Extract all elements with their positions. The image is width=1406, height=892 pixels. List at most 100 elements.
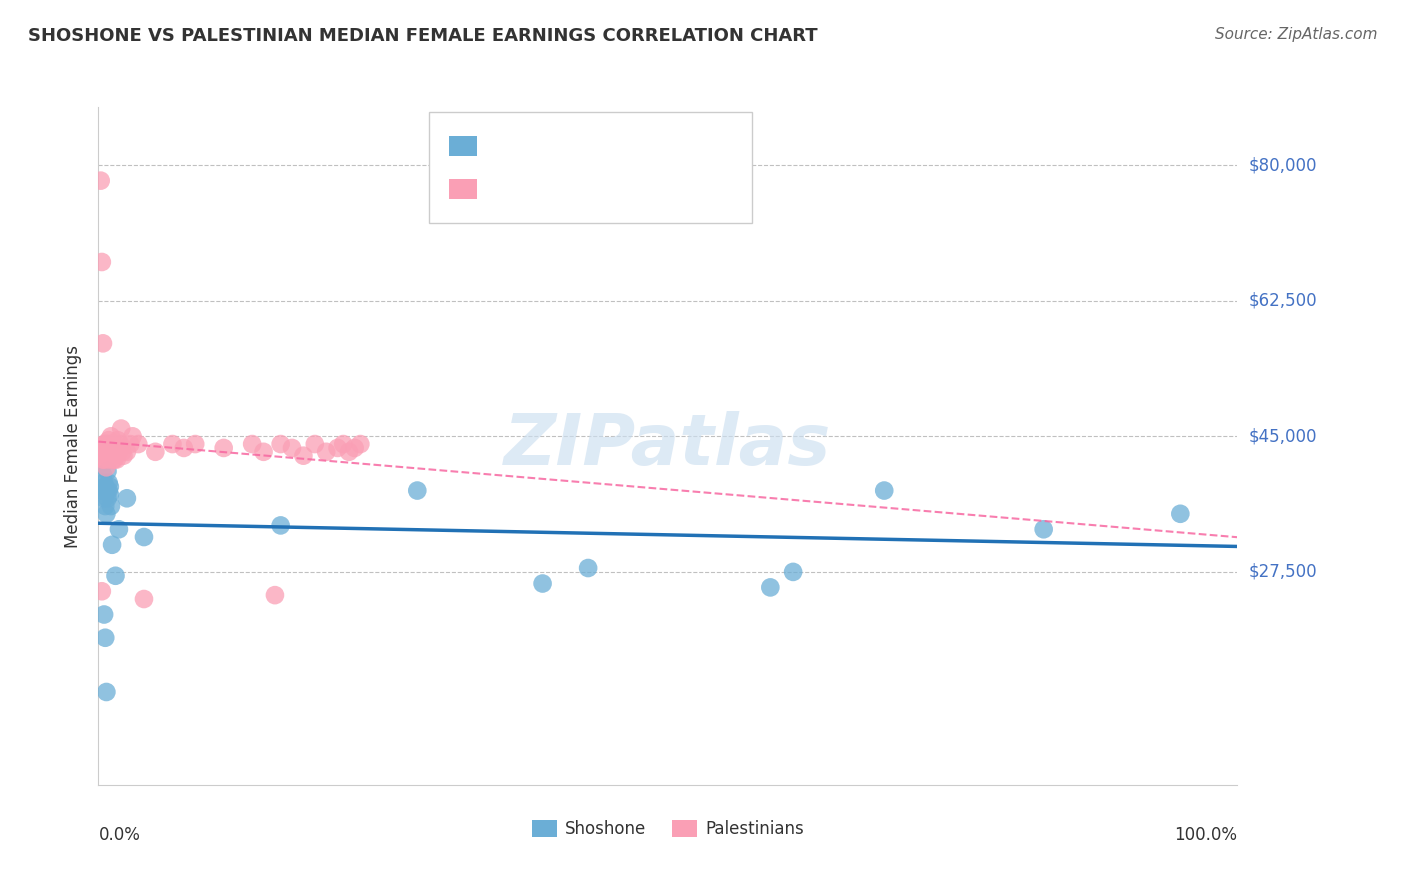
Point xyxy=(108,437,131,451)
Text: Source: ZipAtlas.com: Source: ZipAtlas.com xyxy=(1215,27,1378,42)
Point xyxy=(97,433,120,447)
Text: N =: N = xyxy=(569,136,606,153)
Point xyxy=(98,449,121,463)
Point xyxy=(145,445,167,459)
Point xyxy=(101,538,124,552)
Point xyxy=(115,445,138,459)
Text: N =: N = xyxy=(569,178,606,196)
Point xyxy=(337,445,360,459)
Point xyxy=(90,441,112,455)
Point xyxy=(100,499,122,513)
Point xyxy=(100,445,122,459)
Point xyxy=(96,445,118,459)
Point xyxy=(98,487,121,501)
Point xyxy=(93,607,115,622)
Point xyxy=(103,441,125,455)
Point xyxy=(873,483,896,498)
Point xyxy=(326,441,349,455)
Point xyxy=(90,584,112,599)
Y-axis label: Median Female Earnings: Median Female Earnings xyxy=(65,344,83,548)
Point xyxy=(782,565,804,579)
Text: 0.0%: 0.0% xyxy=(98,826,141,844)
Point xyxy=(1032,522,1054,536)
Point xyxy=(93,475,115,490)
Point xyxy=(91,452,114,467)
Point xyxy=(121,429,143,443)
Point xyxy=(93,452,115,467)
Point xyxy=(96,460,118,475)
Text: SHOSHONE VS PALESTINIAN MEDIAN FEMALE EARNINGS CORRELATION CHART: SHOSHONE VS PALESTINIAN MEDIAN FEMALE EA… xyxy=(28,27,818,45)
Point xyxy=(132,530,155,544)
Point xyxy=(212,441,235,455)
Point xyxy=(101,437,124,451)
Point xyxy=(104,568,127,582)
Text: R =: R = xyxy=(481,178,517,196)
Point xyxy=(132,592,155,607)
Point xyxy=(108,522,131,536)
Point xyxy=(108,445,131,459)
Point xyxy=(103,437,125,451)
Point xyxy=(406,483,429,498)
Point xyxy=(576,561,599,575)
Point xyxy=(94,480,117,494)
Point xyxy=(281,441,304,455)
Point xyxy=(96,491,118,506)
Legend: Shoshone, Palestinians: Shoshone, Palestinians xyxy=(526,813,810,845)
Point xyxy=(90,255,112,269)
Point xyxy=(531,576,554,591)
Text: -0.097: -0.097 xyxy=(513,178,572,196)
Point xyxy=(96,437,118,451)
Text: R =: R = xyxy=(481,136,517,153)
Point xyxy=(173,441,195,455)
Point xyxy=(1170,507,1192,521)
Point xyxy=(97,475,120,490)
Point xyxy=(270,518,292,533)
Text: 64: 64 xyxy=(600,178,623,196)
Text: -0.030: -0.030 xyxy=(513,136,572,153)
Text: 100.0%: 100.0% xyxy=(1174,826,1237,844)
Point xyxy=(105,441,128,455)
Point xyxy=(105,452,128,467)
Point xyxy=(184,437,207,451)
Point xyxy=(94,437,117,451)
Text: $62,500: $62,500 xyxy=(1249,292,1317,310)
Point xyxy=(98,437,121,451)
Point xyxy=(98,441,121,455)
Point xyxy=(103,452,125,467)
Point xyxy=(96,507,118,521)
Point xyxy=(104,441,127,455)
Text: $80,000: $80,000 xyxy=(1249,156,1317,174)
Point xyxy=(120,437,142,451)
Point xyxy=(103,452,125,467)
Point xyxy=(100,429,122,443)
Point xyxy=(98,480,121,494)
Point xyxy=(93,491,115,506)
Point xyxy=(315,445,337,459)
Point xyxy=(240,437,263,451)
Point xyxy=(332,437,354,451)
Point xyxy=(127,437,149,451)
Point xyxy=(90,483,112,498)
Point xyxy=(112,449,135,463)
Point xyxy=(94,499,117,513)
Point xyxy=(162,437,184,451)
Point xyxy=(115,491,138,506)
Point xyxy=(97,452,120,467)
Point xyxy=(759,581,782,595)
Point xyxy=(97,483,120,498)
Point xyxy=(104,437,127,451)
Text: $27,500: $27,500 xyxy=(1249,563,1317,581)
Point xyxy=(93,437,115,451)
Point xyxy=(91,336,114,351)
Point xyxy=(91,445,114,459)
Point xyxy=(96,441,118,455)
Point xyxy=(97,445,120,459)
Point xyxy=(264,588,287,602)
Point xyxy=(90,174,112,188)
Point xyxy=(270,437,292,451)
Point xyxy=(96,685,118,699)
Point xyxy=(292,449,315,463)
Text: ZIPatlas: ZIPatlas xyxy=(505,411,831,481)
Point xyxy=(96,464,118,478)
Point xyxy=(349,437,371,451)
